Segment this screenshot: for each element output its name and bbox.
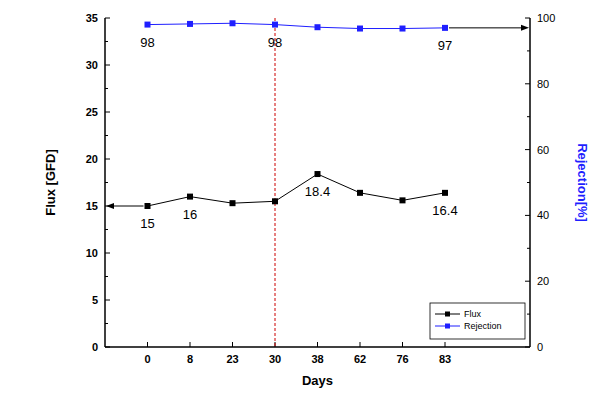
data-label: 98 — [268, 35, 282, 50]
x-tick-label: 76 — [396, 353, 408, 365]
marker — [230, 200, 236, 206]
marker — [357, 26, 363, 32]
y-tick — [105, 347, 110, 348]
y2-minor-tick — [527, 50, 530, 51]
y-tick-label: 20 — [86, 153, 98, 165]
x-tick — [147, 342, 148, 347]
vline — [275, 18, 276, 347]
x-tick — [445, 342, 446, 347]
x-tick-label: 23 — [226, 353, 238, 365]
marker — [145, 22, 151, 28]
y2-tick-label: 60 — [537, 144, 549, 156]
x-axis-label: Days — [302, 373, 333, 388]
x-tick-label: 38 — [311, 353, 323, 365]
y2-tick — [525, 149, 530, 150]
marker — [315, 24, 321, 30]
y2-tick — [525, 83, 530, 84]
x-tick-label: 8 — [187, 353, 193, 365]
data-label: 15 — [140, 216, 154, 231]
y2-tick-label: 80 — [537, 78, 549, 90]
y-tick — [105, 253, 110, 254]
data-label: 16.4 — [432, 203, 457, 218]
x-tick — [317, 342, 318, 347]
y-tick-label: 5 — [92, 294, 98, 306]
y2-tick-label: 0 — [537, 341, 543, 353]
marker — [400, 26, 406, 32]
x-tick-label: 83 — [439, 353, 451, 365]
legend-label: Flux — [464, 309, 482, 319]
x-tick-label: 0 — [144, 353, 150, 365]
marker — [315, 171, 321, 177]
axis-arrow — [449, 27, 523, 28]
y-tick — [105, 18, 110, 19]
y-minor-tick — [105, 229, 108, 230]
y2-minor-tick — [527, 116, 530, 117]
x-tick-label: 30 — [269, 353, 281, 365]
x-tick — [402, 342, 403, 347]
y-tick — [105, 112, 110, 113]
legend-marker — [445, 324, 450, 329]
y2-tick-label: 100 — [537, 12, 555, 24]
y2-tick — [525, 18, 530, 19]
y-tick-label: 35 — [86, 12, 98, 24]
x-tick — [190, 342, 191, 347]
y-minor-tick — [105, 276, 108, 277]
y-minor-tick — [105, 41, 108, 42]
x-tick-label: 62 — [354, 353, 366, 365]
y-tick-label: 15 — [86, 200, 98, 212]
data-label: 97 — [438, 38, 452, 53]
y-tick-label: 0 — [92, 341, 98, 353]
y2-minor-tick — [527, 248, 530, 249]
marker — [442, 25, 448, 31]
y-minor-tick — [105, 135, 108, 136]
data-label: 16 — [183, 207, 197, 222]
marker — [272, 22, 278, 28]
marker — [272, 198, 278, 204]
y2-tick — [525, 347, 530, 348]
marker — [145, 203, 151, 209]
y2-minor-tick — [527, 182, 530, 183]
y-minor-tick — [105, 182, 108, 183]
y-tick-label: 25 — [86, 106, 98, 118]
legend-box — [430, 303, 525, 339]
x-tick — [360, 342, 361, 347]
y-tick-label: 10 — [86, 247, 98, 259]
marker — [400, 197, 406, 203]
y2-minor-tick — [527, 314, 530, 315]
marker — [230, 20, 236, 26]
y-tick-label: 30 — [86, 59, 98, 71]
legend-label: Rejection — [464, 321, 502, 331]
data-label: 18.4 — [305, 184, 330, 199]
axis-arrow — [112, 206, 144, 207]
plot-area — [145, 18, 449, 347]
marker — [187, 21, 193, 27]
y2-tick-label: 40 — [537, 209, 549, 221]
marker — [187, 194, 193, 200]
y2-tick — [525, 281, 530, 282]
marker — [357, 190, 363, 196]
axis-arrow-head — [106, 203, 114, 209]
chart: 0 5 10 15 20 25 30 35 0 20 40 60 80 100 0 8 23 30 38 62 76 83… — [0, 0, 603, 402]
marker — [442, 190, 448, 196]
series-line — [148, 174, 446, 206]
y2-tick — [525, 215, 530, 216]
y-axis-label: Flux [GFD] — [43, 149, 58, 215]
legend-marker — [445, 312, 450, 317]
y-tick — [105, 159, 110, 160]
y2-axis-label: Rejection[%] — [575, 143, 590, 222]
y2-tick-label: 20 — [537, 275, 549, 287]
y-minor-tick — [105, 323, 108, 324]
data-label: 98 — [140, 35, 154, 50]
y-minor-tick — [105, 88, 108, 89]
x-tick — [232, 342, 233, 347]
y-tick — [105, 65, 110, 66]
y-tick — [105, 300, 110, 301]
axis-arrow-head — [521, 25, 529, 31]
